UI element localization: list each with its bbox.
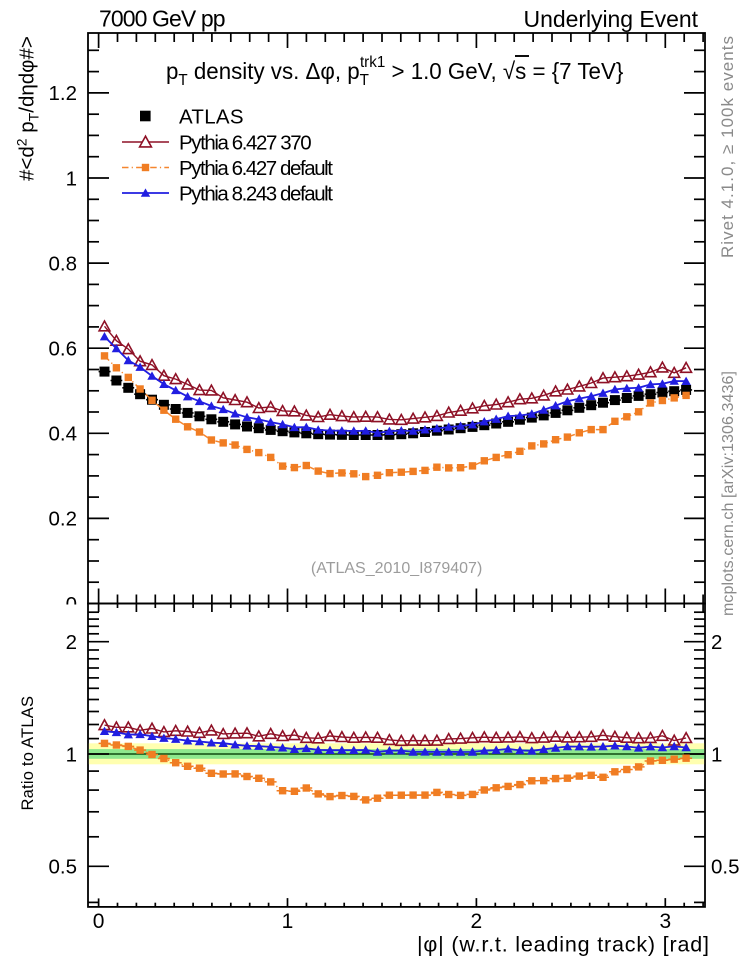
svg-text:1: 1 (66, 167, 77, 190)
svg-text:1: 1 (711, 743, 722, 766)
svg-text:mcplots.cern.ch [arXiv:1306.34: mcplots.cern.ch [arXiv:1306.3436] (720, 371, 737, 616)
svg-text:|φ| (w.r.t. leading track) [ra: |φ| (w.r.t. leading track) [rad] (417, 932, 709, 956)
svg-text:1: 1 (282, 910, 294, 933)
svg-text:#<d2 pT/dηdφ#>: #<d2 pT/dηdφ#> (14, 36, 42, 181)
svg-text:Rivet 4.1.0, ≥ 100k events: Rivet 4.1.0, ≥ 100k events (718, 36, 737, 258)
svg-text:2: 2 (66, 631, 77, 654)
svg-text:Pythia 8.243 default: Pythia 8.243 default (179, 182, 333, 205)
svg-text:(ATLAS_2010_I879407): (ATLAS_2010_I879407) (311, 560, 482, 577)
svg-text:0.4: 0.4 (49, 423, 78, 446)
svg-text:0.6: 0.6 (49, 338, 78, 361)
svg-text:0.5: 0.5 (49, 856, 78, 879)
svg-text:0.5: 0.5 (711, 856, 740, 879)
svg-text:2: 2 (471, 910, 483, 933)
svg-text:1.2: 1.2 (49, 82, 78, 105)
svg-text:Pythia 6.427 default: Pythia 6.427 default (179, 157, 333, 180)
svg-text:pT density vs. Δφ, pTtrk1 > 1.: pT density vs. Δφ, pTtrk1 > 1.0 GeV, √s … (166, 54, 624, 89)
svg-text:ATLAS: ATLAS (179, 105, 244, 128)
svg-text:0.2: 0.2 (49, 508, 78, 531)
svg-text:0: 0 (66, 593, 77, 616)
svg-text:0: 0 (93, 910, 105, 933)
svg-text:2: 2 (711, 631, 722, 654)
svg-text:0.8: 0.8 (49, 252, 78, 275)
svg-text:7000 GeV pp: 7000 GeV pp (99, 6, 226, 32)
svg-text:Underlying Event: Underlying Event (524, 6, 699, 32)
svg-text:1: 1 (66, 743, 77, 766)
svg-text:Ratio to ATLAS: Ratio to ATLAS (19, 696, 37, 811)
svg-text:3: 3 (659, 910, 671, 933)
svg-text:Pythia 6.427 370: Pythia 6.427 370 (179, 131, 312, 154)
